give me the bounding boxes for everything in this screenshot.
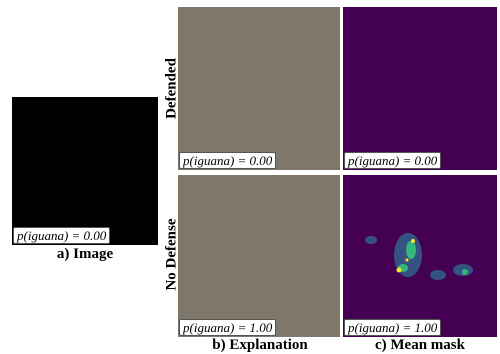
caption: c) Mean mask (345, 337, 495, 354)
prob-label: p(iguana) = 0.00 (13, 227, 110, 244)
input-image: p(iguana) = 0.00 (12, 97, 158, 245)
mask-heatmap (343, 175, 497, 337)
prob-label: p(iguana) = 0.00 (179, 152, 276, 169)
figure-page: p(iguana) = 0.00 a) Image Defended No De… (0, 0, 500, 354)
mask-panel: p(iguana) = 0.00 (343, 7, 497, 170)
explanation-noise (178, 175, 340, 337)
caption: a) Image (35, 246, 135, 263)
prob-label: p(iguana) = 1.00 (344, 319, 441, 336)
explanation-panel: p(iguana) = 1.00 (178, 175, 340, 337)
explanation-panel: p(iguana) = 0.00 (178, 7, 340, 170)
mask-panel: p(iguana) = 1.00 (343, 175, 497, 337)
prob-label: p(iguana) = 1.00 (179, 319, 276, 336)
prob-label: p(iguana) = 0.00 (344, 152, 441, 169)
caption: b) Explanation (185, 337, 335, 354)
